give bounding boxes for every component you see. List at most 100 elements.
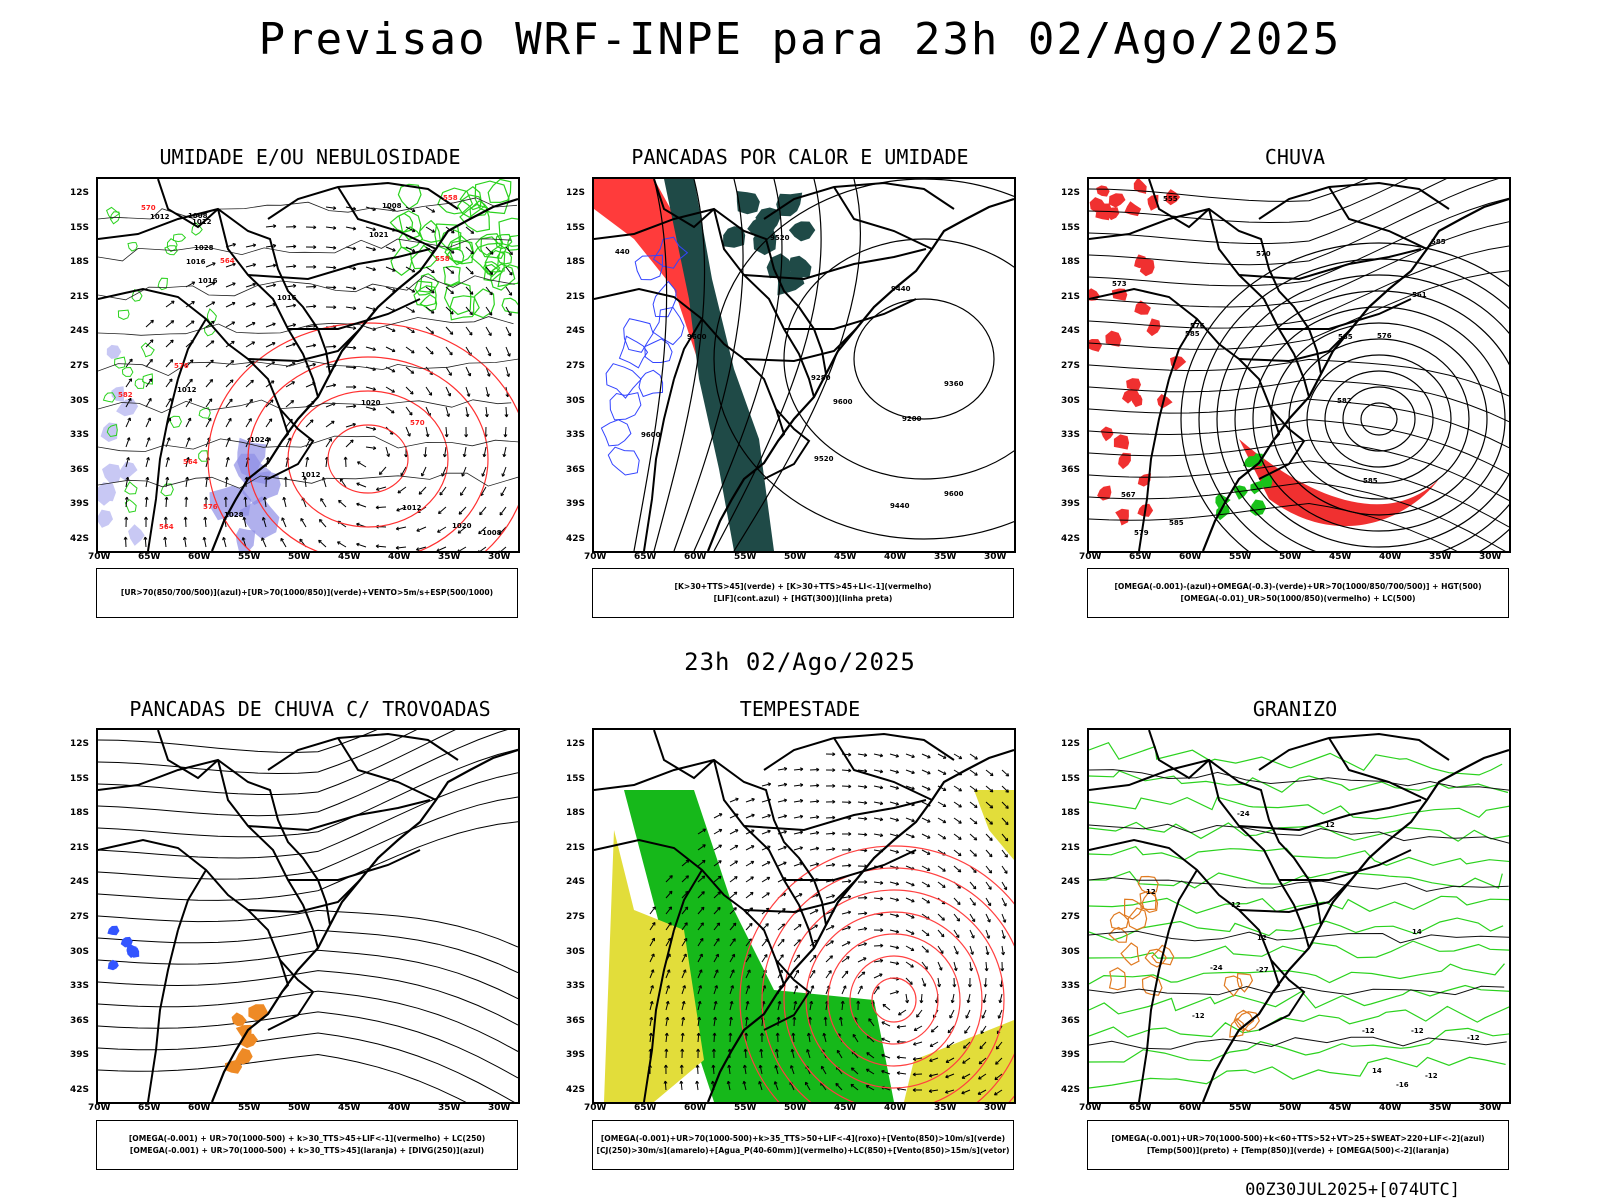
lat-tick-label: 12S xyxy=(1061,739,1081,749)
lat-tick-label: 30S xyxy=(70,946,90,957)
contour-label: 12 xyxy=(1231,901,1241,909)
lat-tick-label: 15S xyxy=(1061,222,1081,233)
lat-tick-label: 42S xyxy=(70,1085,90,1095)
contour-label: -12 xyxy=(1425,1072,1438,1080)
contour-label: -12 xyxy=(1362,1027,1375,1035)
mid-title: 23h 02/Ago/2025 xyxy=(684,648,916,676)
forecast-map-2: 9600 9600 9600 9600 9520 9440 9360 9280 9200 9520… xyxy=(592,177,1016,553)
panel-legend-6: [OMEGA(-0.001)+UR>70(1000-500)+k<60+TTS>… xyxy=(1087,1120,1509,1170)
lat-tick-label: 12S xyxy=(1061,188,1081,198)
contour-label: 564 xyxy=(183,458,198,466)
forecast-map-5 xyxy=(592,728,1016,1104)
forecast-map-3: 585 585 585 585 579 573 576 570 567 561 555 582 576 5… xyxy=(1087,177,1511,553)
lat-tick-label: 39S xyxy=(566,1050,586,1061)
contour-label: 1028 xyxy=(224,511,244,519)
panel-legend-1: [UR>70(850/700/500)](azul)+[UR>70(1000/8… xyxy=(96,568,518,618)
lon-tick-label: 60W xyxy=(1179,552,1202,562)
lat-tick-label: 42S xyxy=(566,1085,586,1095)
lat-tick-label: 36S xyxy=(70,464,90,475)
contour-label: 9440 xyxy=(890,502,910,510)
contour-label: 582 xyxy=(1337,397,1352,405)
lon-tick-label: 70W xyxy=(1079,1103,1102,1113)
contour-label: 12 xyxy=(1257,934,1267,942)
contour-label: 1016 xyxy=(277,294,297,302)
contour-label: 585 xyxy=(1363,477,1378,485)
panel-title-4: PANCADAS DE CHUVA C/ TROVOADAS xyxy=(129,697,491,721)
contour-label: 1028 xyxy=(194,244,214,252)
lat-tick-label: 12S xyxy=(566,188,586,198)
lon-tick-label: 60W xyxy=(684,1103,707,1113)
legend-line: [OMEGA(-0.001)+UR>70(1000-500)+k<60+TTS>… xyxy=(1111,1134,1485,1143)
lon-tick-label: 35W xyxy=(1429,1103,1452,1113)
lon-tick-label: 40W xyxy=(884,552,907,562)
lon-tick-label: 50W xyxy=(784,1103,807,1113)
lon-tick-label: 50W xyxy=(288,1103,311,1113)
lat-tick-label: 15S xyxy=(566,773,586,784)
lon-tick-label: 50W xyxy=(288,552,311,562)
lat-tick-label: 21S xyxy=(566,842,586,853)
lat-tick-label: 18S xyxy=(70,257,90,268)
contour-label: 1012 xyxy=(150,213,170,221)
lon-tick-label: 65W xyxy=(138,552,161,562)
legend-line: [OMEGA(-0.001) + UR>70(1000-500) + k>30_… xyxy=(128,1134,486,1143)
lat-tick-label: 24S xyxy=(1061,877,1081,888)
contour-label: 9600 xyxy=(687,333,707,341)
forecast-map-4 xyxy=(96,728,520,1104)
lat-tick-label: 15S xyxy=(70,222,90,233)
contour-label: 573 xyxy=(1112,280,1127,288)
lon-tick-label: 35W xyxy=(438,1103,461,1113)
lat-tick-label: 27S xyxy=(70,361,90,371)
lon-tick-label: 50W xyxy=(1279,1103,1302,1113)
lon-tick-label: 40W xyxy=(884,1103,907,1113)
lat-tick-label: 21S xyxy=(1061,842,1081,853)
contour-label: 558 xyxy=(443,194,458,202)
panel-title-6: GRANIZO xyxy=(1252,697,1338,721)
contour-label: 14 xyxy=(1412,928,1422,936)
run-timestamp: 00Z30JUL2025+[074UTC] xyxy=(1245,1180,1460,1200)
lat-tick-label: 30S xyxy=(70,395,90,406)
contour-label: 1012 xyxy=(402,504,422,512)
lat-tick-label: 30S xyxy=(1061,395,1081,406)
lon-tick-label: 70W xyxy=(88,1103,111,1113)
lon-tick-label: 70W xyxy=(584,552,607,562)
lon-tick-label: 60W xyxy=(188,1103,211,1113)
contour-label: 9360 xyxy=(944,380,964,388)
contour-label: 1020 xyxy=(361,399,381,407)
legend-line: [CJ(250)>30m/s](amarelo)+[Agua_P(40-60mm… xyxy=(596,1146,1010,1155)
lat-tick-label: 36S xyxy=(1061,1015,1081,1026)
legend-line: [UR>70(850/700/500)](azul)+[UR>70(1000/8… xyxy=(120,588,494,597)
forecast-map-1: 1016 1016 1020 1021 1024 1012 1020 1012 1008 1028… xyxy=(96,177,520,553)
contour-label: 9600 xyxy=(833,398,853,406)
lat-tick-label: 42S xyxy=(566,534,586,544)
contour-label: -24 xyxy=(1237,810,1250,818)
lat-tick-label: 39S xyxy=(1061,1050,1081,1061)
lon-tick-label: 55W xyxy=(238,552,261,562)
lat-tick-label: 33S xyxy=(1061,430,1081,441)
lon-tick-label: 35W xyxy=(934,552,957,562)
lat-tick-label: 24S xyxy=(1061,326,1081,337)
lon-tick-label: 60W xyxy=(1179,1103,1202,1113)
lat-tick-label: 36S xyxy=(1061,464,1081,475)
panel-title-5: TEMPESTADE xyxy=(739,697,861,721)
lat-tick-label: 18S xyxy=(70,808,90,819)
lon-tick-label: 45W xyxy=(338,552,361,562)
lon-tick-label: 70W xyxy=(1079,552,1102,562)
lat-tick-label: 33S xyxy=(1061,981,1081,992)
contour-label: 1008 xyxy=(382,202,402,210)
lon-tick-label: 30W xyxy=(1479,552,1502,562)
legend-line: [K>30+TTS>45](verde) + [K>30+TTS>45+LI<-… xyxy=(674,582,932,591)
lat-tick-label: 18S xyxy=(1061,808,1081,819)
contour-label: 9440 xyxy=(891,285,911,293)
contour-label: 564 xyxy=(220,257,235,265)
panel-legend-3: [OMEGA(-0.001)-(azul)+OMEGA(-0.3)-(verde… xyxy=(1087,568,1509,618)
panel-title-1: UMIDADE E/OU NEBULOSIDADE xyxy=(159,145,461,169)
lat-tick-label: 24S xyxy=(70,326,90,337)
lat-tick-label: 21S xyxy=(70,291,90,302)
lat-tick-label: 39S xyxy=(70,1050,90,1061)
lon-tick-label: 55W xyxy=(1229,552,1252,562)
lon-tick-label: 35W xyxy=(934,1103,957,1113)
lon-tick-label: 55W xyxy=(734,1103,757,1113)
contour-label: 14 xyxy=(1372,1067,1382,1075)
legend-line: [OMEGA(-0.001) + UR>70(1000-500) + k>30_… xyxy=(129,1146,485,1155)
panel-legend-5: [OMEGA(-0.001)+UR>70(1000-500)+k>35_TTS>… xyxy=(592,1120,1014,1170)
